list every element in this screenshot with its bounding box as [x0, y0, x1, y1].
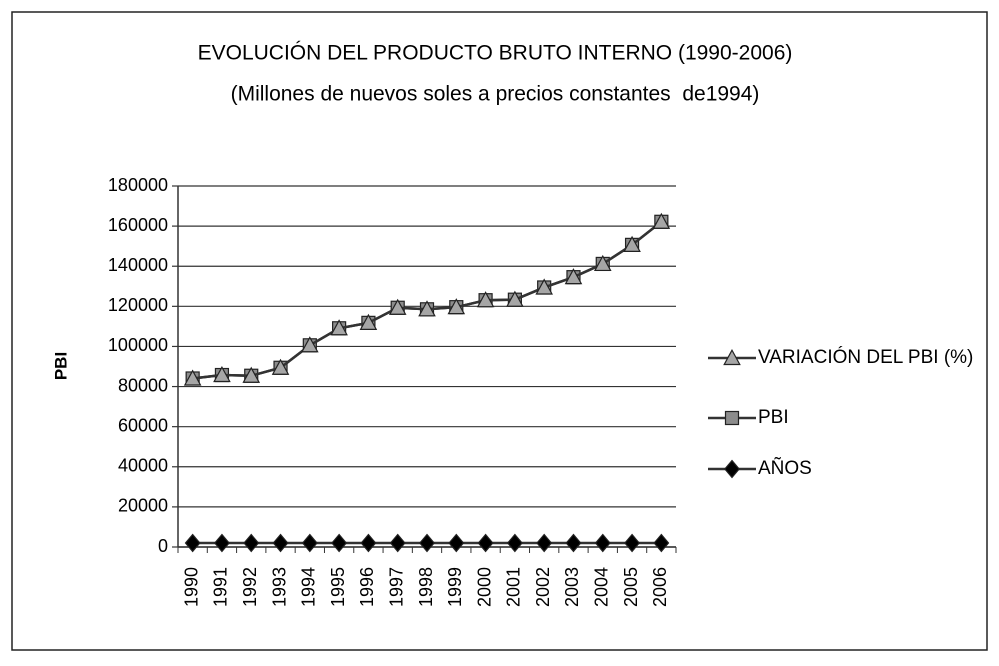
y-tick-label: 140000 — [108, 255, 168, 275]
x-tick-label: 2001 — [504, 567, 524, 607]
chart-title: EVOLUCIÓN DEL PRODUCTO BRUTO INTERNO (19… — [198, 42, 793, 65]
x-tick-label: 1991 — [211, 567, 231, 607]
x-tick-label: 2002 — [533, 567, 553, 607]
x-tick-label: 2005 — [621, 567, 641, 607]
y-tick-label: 40000 — [118, 456, 168, 476]
x-tick-label: 1998 — [416, 567, 436, 607]
x-tick-label: 2004 — [592, 567, 612, 607]
y-tick-label: 60000 — [118, 415, 168, 435]
x-tick-label: 1999 — [445, 567, 465, 607]
y-tick-label: 180000 — [108, 175, 168, 195]
y-tick-label: 160000 — [108, 215, 168, 235]
y-tick-label: 20000 — [118, 496, 168, 516]
y-tick-label: 120000 — [108, 295, 168, 315]
x-tick-label: 1996 — [357, 567, 377, 607]
legend-label: PBI — [758, 407, 789, 428]
x-tick-label: 1990 — [181, 567, 201, 607]
chart-subtitle: (Millones de nuevos soles a precios cons… — [231, 83, 760, 106]
x-tick-label: 2006 — [650, 567, 670, 607]
x-tick-label: 1997 — [386, 567, 406, 607]
y-tick-label: 100000 — [108, 335, 168, 355]
legend-label: VARIACIÓN DEL PBI (%) — [758, 346, 973, 368]
legend-marker — [726, 412, 739, 425]
x-tick-label: 1992 — [240, 567, 260, 607]
legend-label: AÑOS — [758, 457, 812, 479]
y-tick-label: 80000 — [118, 375, 168, 395]
x-tick-label: 1994 — [299, 567, 319, 607]
x-tick-label: 2003 — [562, 567, 582, 607]
x-tick-label: 2000 — [474, 567, 494, 607]
y-tick-label: 0 — [158, 536, 168, 556]
x-tick-label: 1993 — [269, 567, 289, 607]
y-axis-label: PBI — [51, 352, 70, 380]
x-tick-label: 1995 — [328, 567, 348, 607]
